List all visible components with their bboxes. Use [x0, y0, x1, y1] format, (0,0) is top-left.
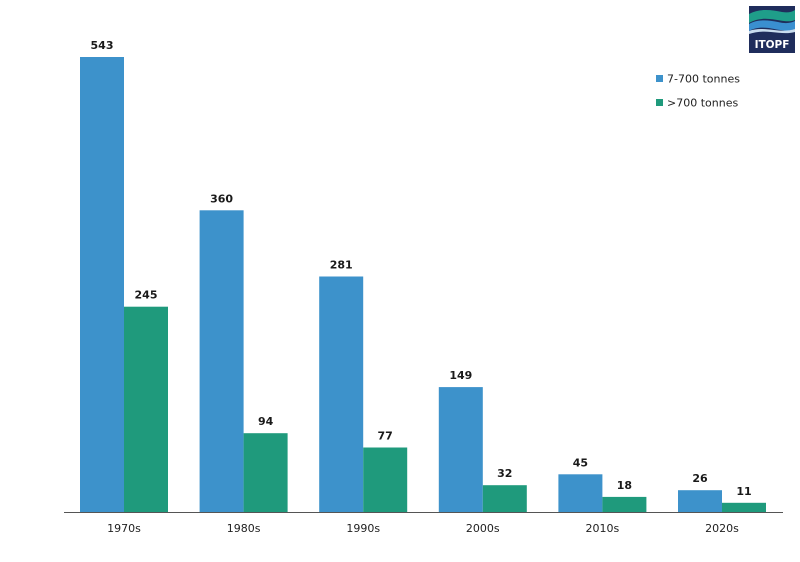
x-tick-label-2010s: 2010s: [586, 522, 620, 535]
x-tick-label-1980s: 1980s: [227, 522, 261, 535]
value-label-7-700-tonnes-2010s: 45: [573, 456, 588, 469]
legend-swatch-over-700-tonnes: [656, 99, 663, 106]
legend-label-over-700-tonnes: >700 tonnes: [667, 97, 738, 110]
x-tick-label-2020s: 2020s: [705, 522, 739, 535]
value-labels-group: 543 245 360 94 281 77 149 32 45 18 26 11: [91, 39, 752, 498]
value-label-7-700-tonnes-1970s: 543: [91, 39, 114, 52]
itopf-logo: ITOPF: [749, 6, 795, 53]
value-label-over-700-tonnes-2000s: 32: [497, 467, 512, 480]
logo-wave-blue: [749, 20, 795, 31]
value-label-7-700-tonnes-1990s: 281: [330, 259, 353, 272]
logo-text: ITOPF: [755, 39, 790, 51]
bar-7-700-tonnes-2020s: [678, 490, 722, 512]
bar-7-700-tonnes-1980s: [199, 210, 244, 513]
x-tick-label-1990s: 1990s: [346, 522, 380, 535]
legend-swatch-7-700-tonnes: [656, 75, 663, 82]
x-tick-labels-group: 1970s 1980s 1990s 2000s 2010s 2020s: [107, 522, 739, 535]
bar-over-700-tonnes-2020s: [722, 502, 766, 512]
bar-over-700-tonnes-2000s: [482, 485, 527, 512]
value-label-over-700-tonnes-1970s: 245: [135, 289, 158, 302]
value-label-over-700-tonnes-1980s: 94: [258, 415, 274, 428]
legend-label-7-700-tonnes: 7-700 tonnes: [667, 73, 740, 86]
bar-7-700-tonnes-1970s: [80, 57, 124, 512]
bar-7-700-tonnes-1990s: [319, 276, 364, 512]
legend: 7-700 tonnes >700 tonnes: [656, 73, 740, 110]
bar-7-700-tonnes-2000s: [438, 387, 483, 512]
logo-wave-light: [749, 29, 795, 34]
bar-7-700-tonnes-2010s: [558, 474, 603, 512]
x-tick-label-1970s: 1970s: [107, 522, 141, 535]
bar-over-700-tonnes-1970s: [124, 306, 168, 512]
value-label-over-700-tonnes-1990s: 77: [378, 430, 393, 443]
value-label-7-700-tonnes-2020s: 26: [692, 472, 708, 485]
bar-over-700-tonnes-1980s: [243, 433, 288, 512]
value-label-7-700-tonnes-1980s: 360: [210, 192, 233, 205]
x-tick-label-2000s: 2000s: [466, 522, 500, 535]
value-label-over-700-tonnes-2020s: 11: [736, 485, 751, 498]
value-label-7-700-tonnes-2000s: 149: [449, 369, 472, 382]
bar-over-700-tonnes-1990s: [363, 447, 408, 512]
bars-group: [80, 57, 766, 513]
logo-wave-teal: [749, 10, 795, 23]
value-label-over-700-tonnes-2010s: 18: [617, 479, 632, 492]
bar-over-700-tonnes-2010s: [602, 496, 647, 512]
